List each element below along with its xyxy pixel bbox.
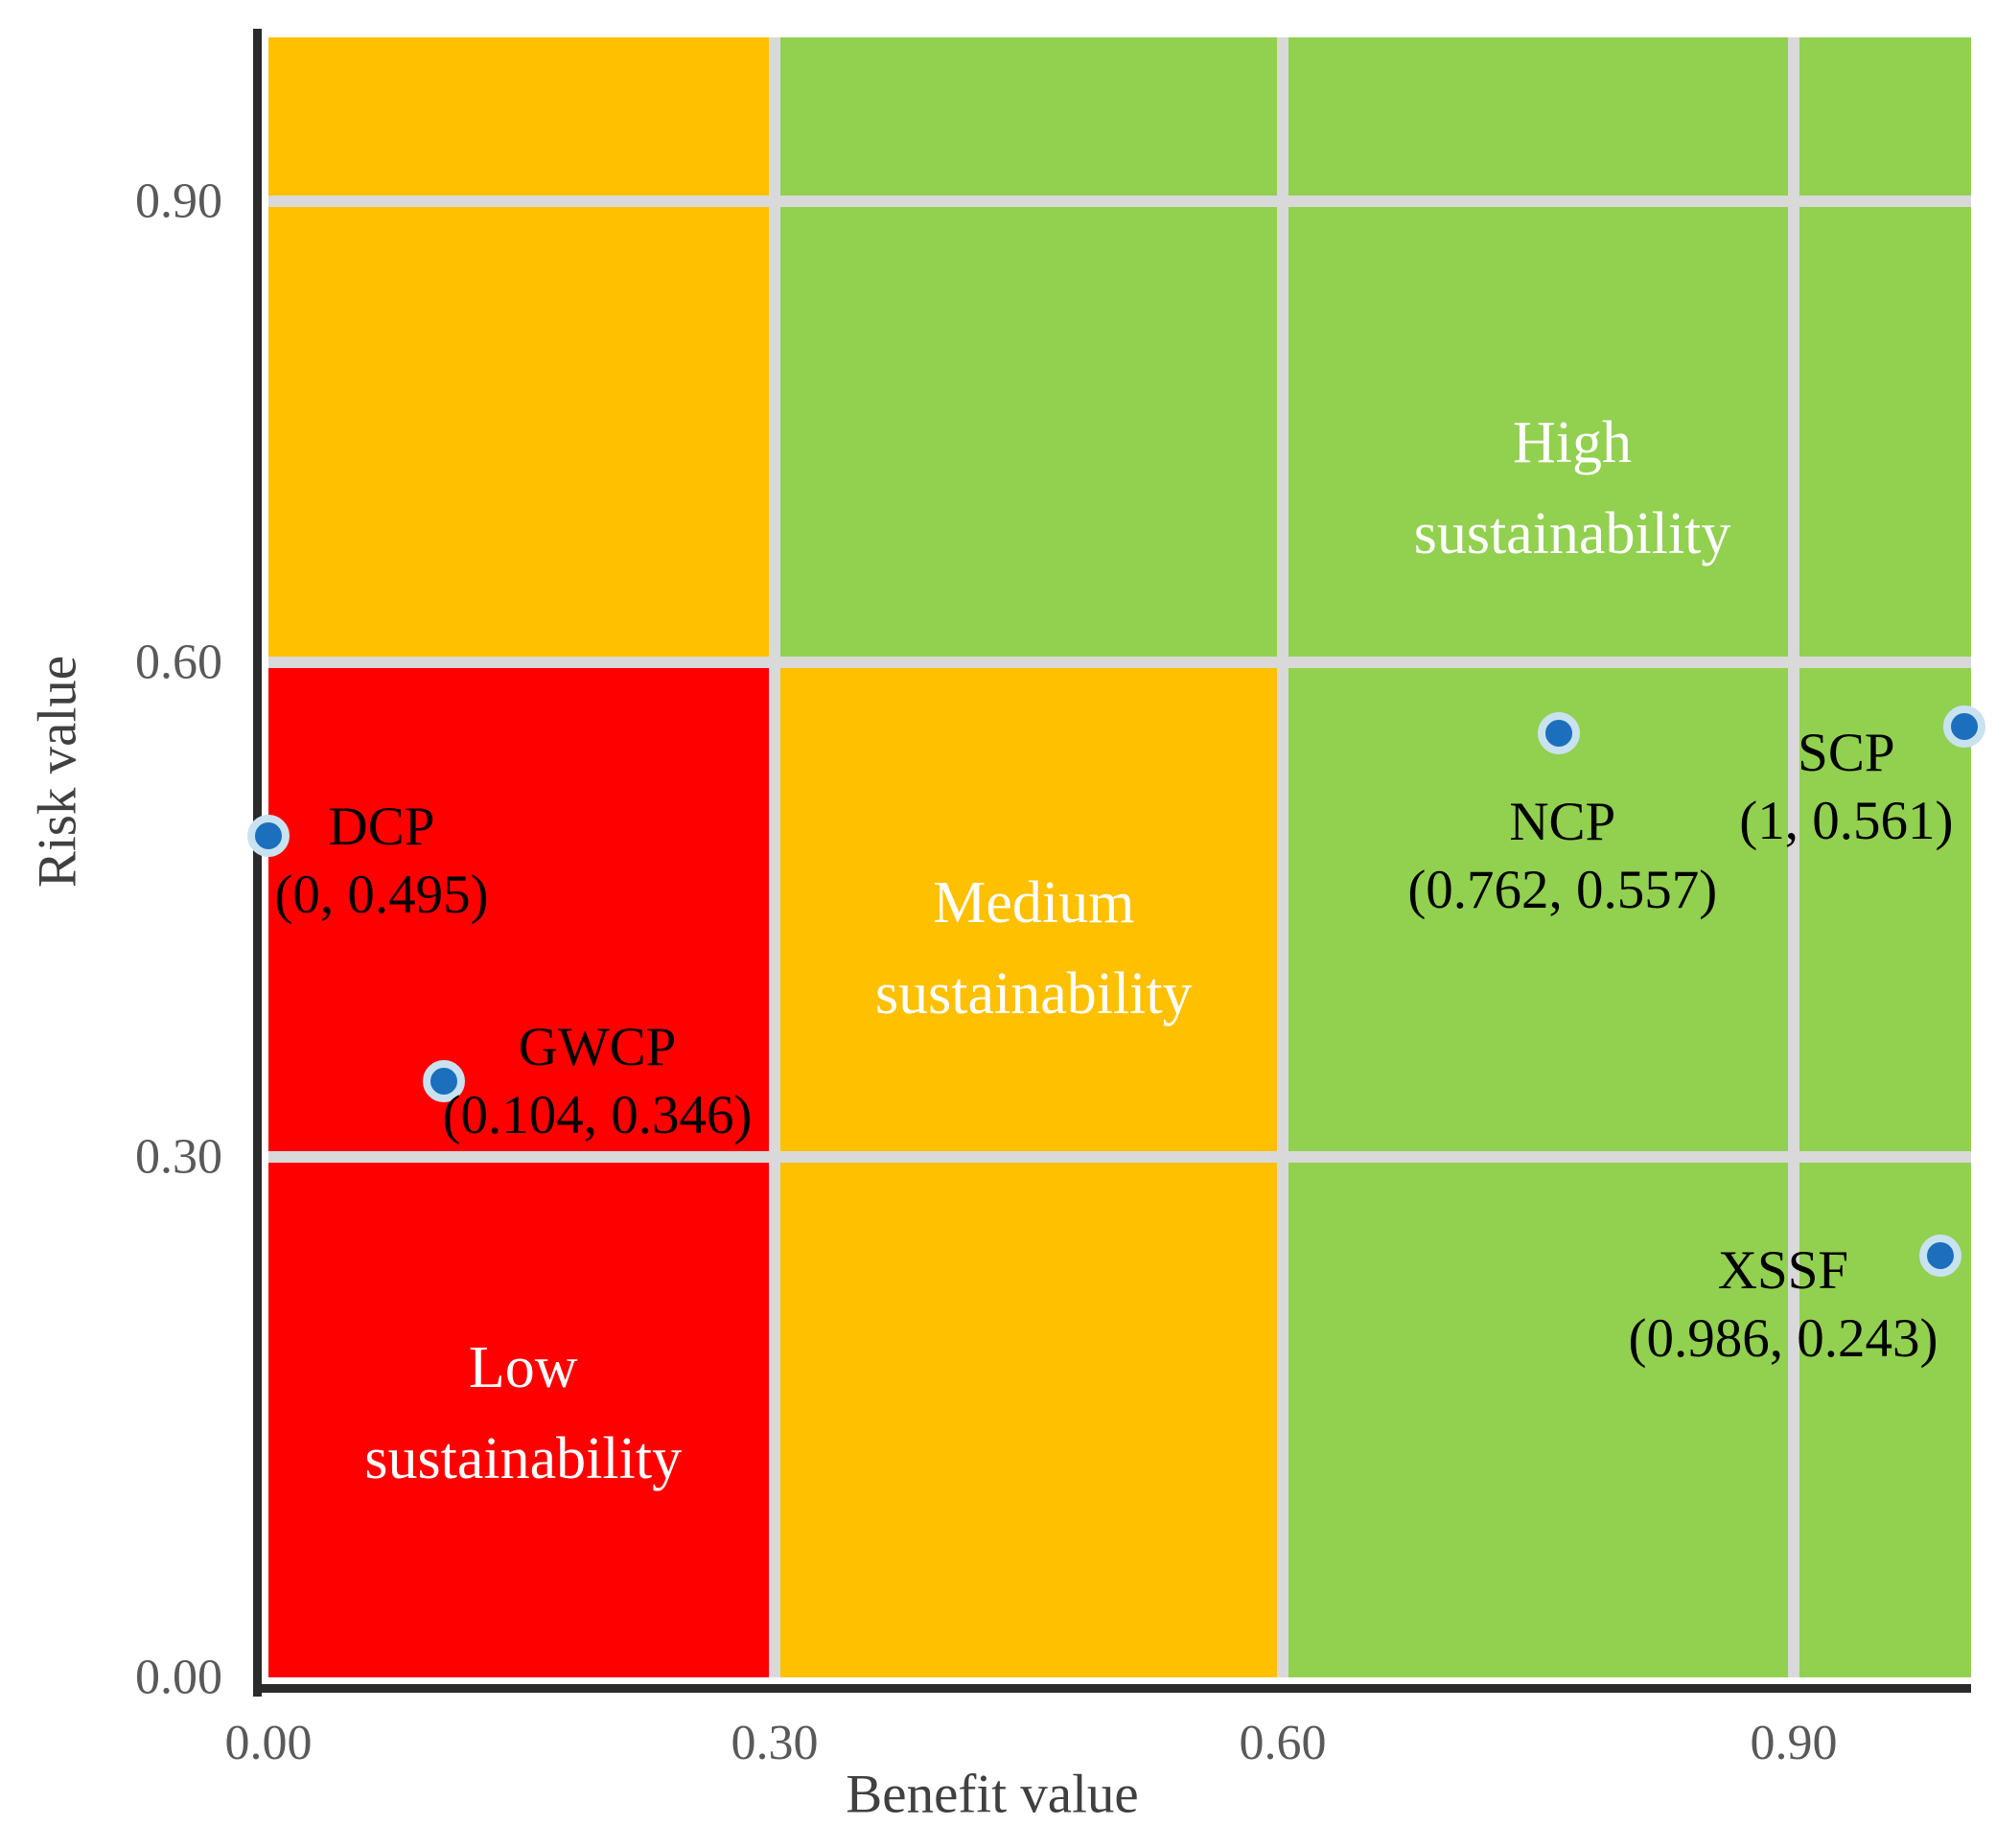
point-dot-scp (1942, 705, 1985, 749)
region-cell-yellow (775, 662, 1283, 1157)
label-line: (0, 0.495) (274, 864, 489, 925)
gridline-horizontal (268, 196, 1971, 207)
label-line: SCP (1798, 723, 1895, 784)
region-cell-green (1283, 662, 1971, 1157)
x-tick-label: 0.30 (731, 1716, 819, 1770)
x-axis-title: Benefit value (846, 1764, 1139, 1825)
gridline-horizontal (268, 1151, 1971, 1163)
gridline-vertical (1788, 37, 1799, 1677)
label-line: (0.762, 0.557) (1407, 859, 1718, 920)
point-label-dcp: DCP (0, 0.495) (274, 793, 488, 929)
region-cell-red (268, 662, 775, 1157)
point-dot-xssf (1918, 1235, 1961, 1278)
point-dot-dcp (247, 814, 290, 857)
point-label-xssf: XSSF (0.986, 0.243) (1628, 1236, 1938, 1373)
region-cell-green (775, 37, 1283, 662)
x-tick-label: 0.00 (224, 1716, 313, 1770)
gridline-horizontal (268, 657, 1971, 668)
y-tick-label: 0.00 (135, 1650, 222, 1705)
point-dot-ncp (1537, 711, 1580, 754)
label-line: Low (468, 1334, 578, 1400)
gridline-vertical (769, 37, 780, 1677)
region-cell-yellow (268, 37, 775, 662)
x-tick-label: 0.60 (1239, 1716, 1327, 1770)
label-line: DCP (328, 796, 435, 857)
label-line: sustainability (874, 961, 1193, 1028)
x-axis-line (253, 1684, 1971, 1693)
label-line: NCP (1509, 791, 1616, 852)
region-label-high: High sustainability (1414, 398, 1731, 580)
label-line: (0.986, 0.243) (1628, 1308, 1938, 1370)
label-line: (1, 0.561) (1739, 791, 1954, 852)
region-cell-yellow (775, 1157, 1283, 1677)
label-line: XSSF (1717, 1240, 1849, 1302)
y-tick-label: 0.30 (135, 1129, 222, 1185)
x-tick-label: 0.90 (1750, 1716, 1838, 1770)
label-line: Medium (933, 870, 1135, 936)
label-line: High (1513, 409, 1633, 475)
region-cell-red (268, 1157, 775, 1677)
label-line: sustainability (364, 1425, 683, 1491)
gridline-vertical (1277, 37, 1288, 1677)
label-line: sustainability (1413, 500, 1731, 566)
label-line: (0.104, 0.346) (442, 1084, 753, 1145)
point-label-gwcp: GWCP (0.104, 0.346) (443, 1013, 753, 1149)
point-label-ncp: NCP (0.762, 0.557) (1407, 788, 1717, 924)
label-line: GWCP (518, 1016, 677, 1077)
y-axis-line (253, 29, 262, 1697)
region-label-low: Low sustainability (364, 1323, 682, 1505)
y-tick-label: 0.90 (135, 173, 222, 229)
point-dot-gwcp (423, 1059, 466, 1102)
region-label-medium: Medium sustainability (875, 858, 1193, 1040)
point-label-scp: SCP (1, 0.561) (1739, 719, 1953, 855)
y-tick-label: 0.60 (135, 635, 222, 690)
region-cell-green (1283, 37, 1971, 662)
region-cell-green (1283, 1157, 1971, 1677)
